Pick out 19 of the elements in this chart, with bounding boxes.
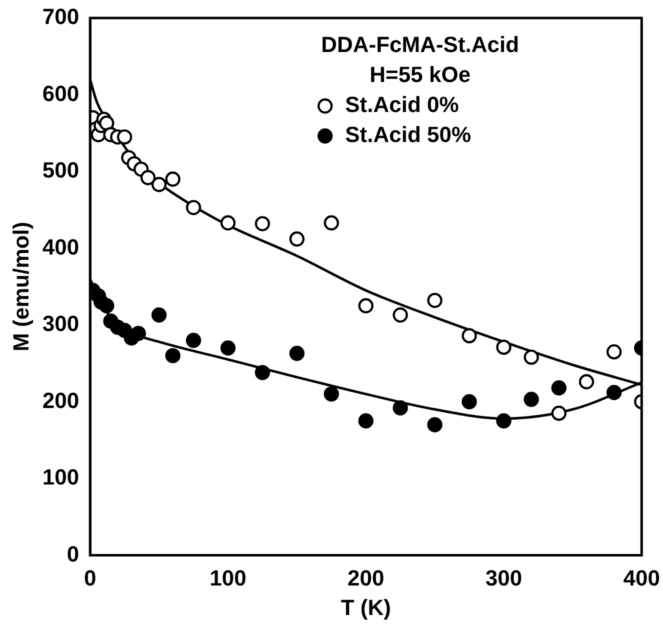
x-tick-label: 300 — [485, 565, 522, 590]
y-tick-label: 700 — [42, 4, 80, 30]
legend-label: St.Acid 50% — [345, 122, 472, 148]
x-tick-label: 200 — [348, 565, 384, 590]
y-tick-label: 0 — [66, 541, 80, 566]
legend-label: St.Acid 0% — [345, 92, 459, 118]
y-tick-label: 600 — [42, 80, 80, 106]
annotation: H=55 kOe — [370, 62, 471, 88]
legend-title: DDA-FcMA-St.Acid — [321, 32, 520, 58]
x-axis-title: T (K) — [340, 594, 391, 620]
y-axis-title: M (emu/mol) — [8, 222, 34, 352]
x-tick-label: 400 — [623, 565, 660, 590]
y-tick-label: 500 — [42, 158, 80, 183]
x-tick-label: 0 — [84, 565, 96, 590]
y-tick-label: 100 — [42, 464, 80, 490]
y-tick-label: 200 — [42, 388, 80, 413]
y-tick-label: 300 — [42, 311, 80, 336]
x-tick-label: 100 — [210, 565, 246, 590]
y-tick-label: 400 — [42, 234, 80, 260]
